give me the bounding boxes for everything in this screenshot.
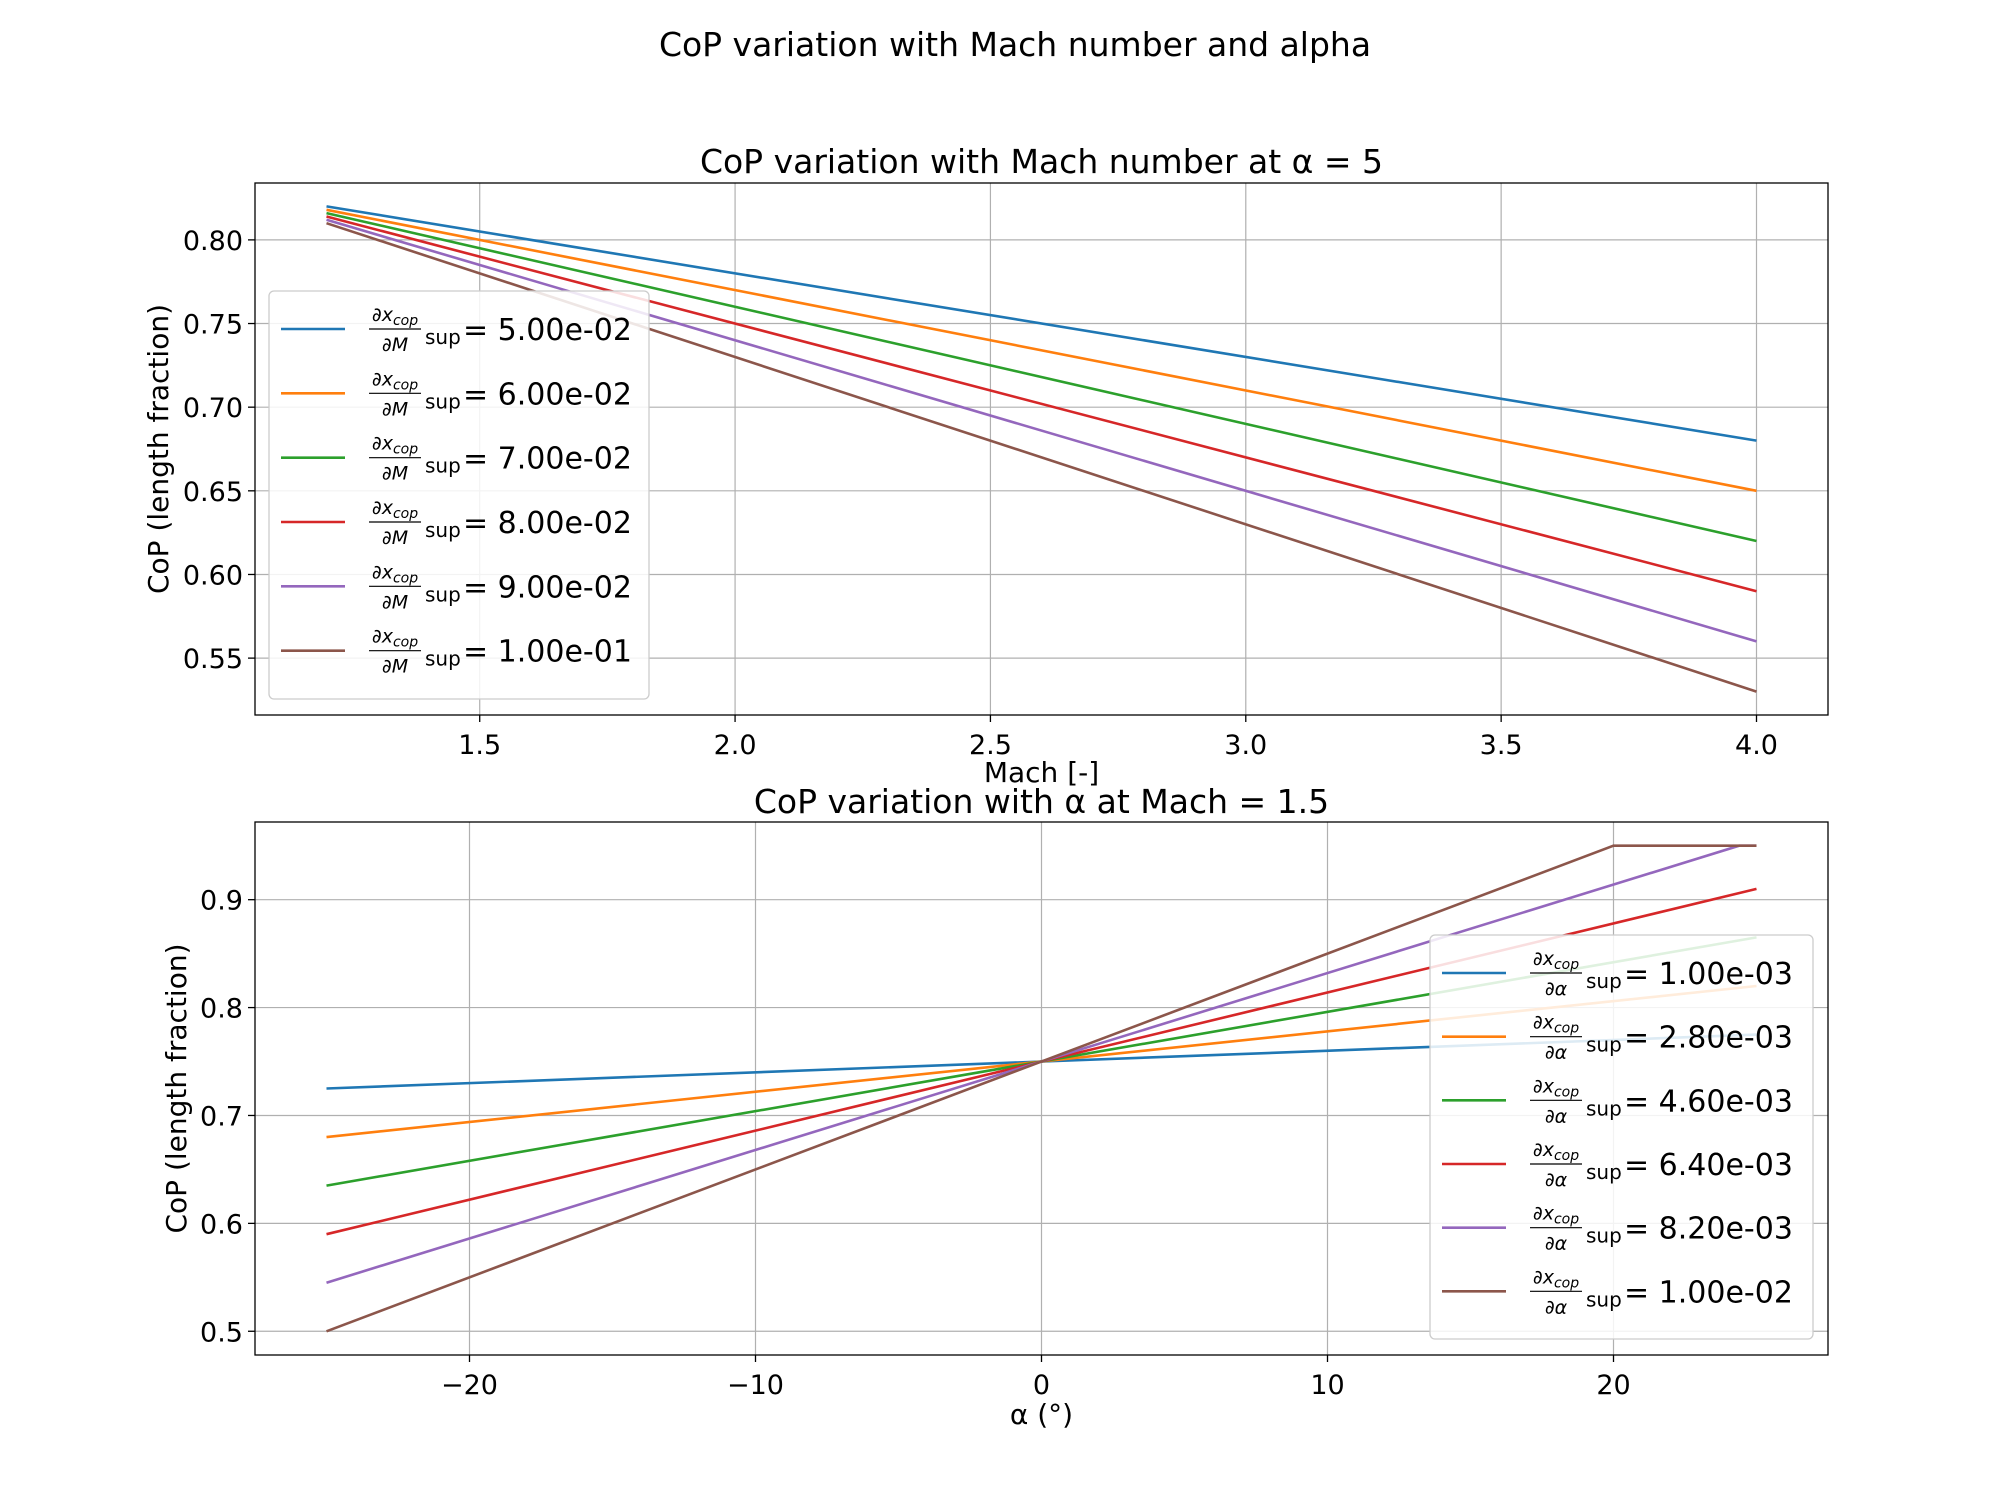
legend-denominator: ∂α: [1545, 1105, 1568, 1127]
legend-denominator: ∂M: [382, 656, 408, 678]
x-tick-label: 10: [1310, 1370, 1344, 1401]
y-tick-label: 0.7: [200, 1101, 243, 1132]
x-axis-label: Mach [-]: [984, 756, 1099, 789]
legend-label: = 5.00e-02: [463, 313, 632, 348]
legend-suffix: sup: [425, 582, 461, 606]
legend-numerator-subscript: cop: [393, 635, 418, 651]
legend-label: = 1.00e-02: [1624, 1275, 1793, 1310]
legend-suffix: sup: [425, 454, 461, 478]
legend-suffix: sup: [1586, 1096, 1622, 1120]
y-axis-label: CoP (length fraction): [142, 304, 175, 594]
panel-title: CoP variation with Mach number at α = 5: [700, 142, 1383, 181]
series-line: [326, 844, 1757, 1333]
x-tick-label: 3.0: [1224, 730, 1267, 761]
legend-denominator: ∂α: [1545, 1042, 1568, 1064]
legend-label: = 2.80e-03: [1624, 1021, 1793, 1056]
legend-numerator-subscript: cop: [393, 442, 418, 458]
legend-numerator-subscript: cop: [393, 506, 418, 522]
series-line: [326, 205, 1757, 442]
x-tick-label: 3.5: [1480, 730, 1523, 761]
x-tick-label: 2.5: [969, 730, 1012, 761]
legend-denominator: ∂α: [1545, 1233, 1568, 1255]
legend-label: = 9.00e-02: [463, 570, 632, 605]
y-tick-label: 0.9: [200, 886, 243, 917]
legend-suffix: sup: [425, 389, 461, 413]
legend-numerator: ∂xcop: [1533, 1075, 1579, 1100]
legend-label: = 7.00e-02: [463, 442, 632, 477]
legend-numerator-subscript: cop: [393, 377, 418, 393]
y-tick-label: 0.55: [183, 644, 243, 675]
legend-box: [1429, 934, 1814, 1340]
x-axis-label: α (°): [1010, 1398, 1073, 1431]
legend-numerator-subscript: cop: [1554, 1212, 1579, 1228]
series-line: [326, 215, 1757, 593]
legend-suffix: sup: [425, 325, 461, 349]
y-tick-label: 0.60: [183, 560, 243, 591]
legend-label: = 6.00e-02: [463, 377, 632, 412]
legend-numerator-subscript: cop: [1554, 1084, 1579, 1100]
series-line: [326, 218, 1757, 643]
legend-suffix: sup: [1586, 969, 1622, 993]
legend-suffix: sup: [425, 647, 461, 671]
legend-denominator: ∂α: [1545, 1169, 1568, 1191]
y-tick-label: 0.6: [200, 1209, 243, 1240]
series-line: [326, 208, 1757, 493]
legend-denominator: ∂M: [382, 334, 408, 356]
legend-box: [268, 290, 650, 700]
legend-denominator: ∂α: [1545, 978, 1568, 1000]
y-tick-label: 0.80: [183, 226, 243, 257]
legend-label: = 6.40e-03: [1624, 1148, 1793, 1183]
y-tick-label: 0.8: [200, 994, 243, 1025]
panel-title: CoP variation with α at Mach = 1.5: [754, 782, 1329, 821]
x-tick-label: −10: [727, 1370, 784, 1401]
legend-suffix: sup: [1586, 1033, 1622, 1057]
y-tick-label: 0.5: [200, 1317, 243, 1348]
legend-suffix: sup: [1586, 1287, 1622, 1311]
legend-label: = 8.00e-02: [463, 506, 632, 541]
legend-numerator-subscript: cop: [1554, 1148, 1579, 1164]
y-tick-label: 0.70: [183, 393, 243, 424]
legend-denominator: ∂M: [382, 591, 408, 613]
legend-denominator: ∂M: [382, 527, 408, 549]
legend-numerator-subscript: cop: [1554, 957, 1579, 973]
legend-denominator: ∂α: [1545, 1296, 1568, 1318]
legend-label: = 8.20e-03: [1624, 1212, 1793, 1247]
x-tick-label: 1.5: [458, 730, 501, 761]
x-tick-label: 20: [1596, 1370, 1630, 1401]
alpha-panel: −20 −10 0 10 20 0.5 0.6 0.7 0.8 0.9 CoP variation …: [160, 782, 1829, 1431]
legend-label: = 4.60e-03: [1624, 1084, 1793, 1119]
legend-numerator-subscript: cop: [1554, 1275, 1579, 1291]
legend-denominator: ∂M: [382, 398, 408, 420]
x-tick-label: −20: [441, 1370, 498, 1401]
axes-frame: [254, 182, 1829, 716]
legend-suffix: sup: [1586, 1160, 1622, 1184]
y-tick-label: 0.75: [183, 310, 243, 341]
y-tick-label: 0.65: [183, 477, 243, 508]
mach-panel: 1.5 2.0 2.5 3.0 3.5 4.0 0.55 0.60 0.65 0.70 0.75 0.…: [142, 142, 1829, 789]
legend-suffix: sup: [425, 518, 461, 542]
legend-suffix: sup: [1586, 1224, 1622, 1248]
legend-label: = 1.00e-03: [1624, 957, 1793, 992]
legend-numerator-subscript: cop: [393, 570, 418, 586]
legend-label: = 1.00e-01: [463, 635, 632, 670]
legend-denominator: ∂M: [382, 463, 408, 485]
x-tick-label: 4.0: [1735, 730, 1778, 761]
x-tick-label: 2.0: [714, 730, 757, 761]
series-line: [326, 211, 1757, 543]
x-tick-label: 0: [1033, 1370, 1050, 1401]
legend-numerator-subscript: cop: [1554, 1021, 1579, 1037]
legend-numerator-subscript: cop: [393, 313, 418, 329]
y-axis-label: CoP (length fraction): [160, 943, 193, 1233]
figure-suptitle: CoP variation with Mach number and alpha: [659, 25, 1371, 64]
